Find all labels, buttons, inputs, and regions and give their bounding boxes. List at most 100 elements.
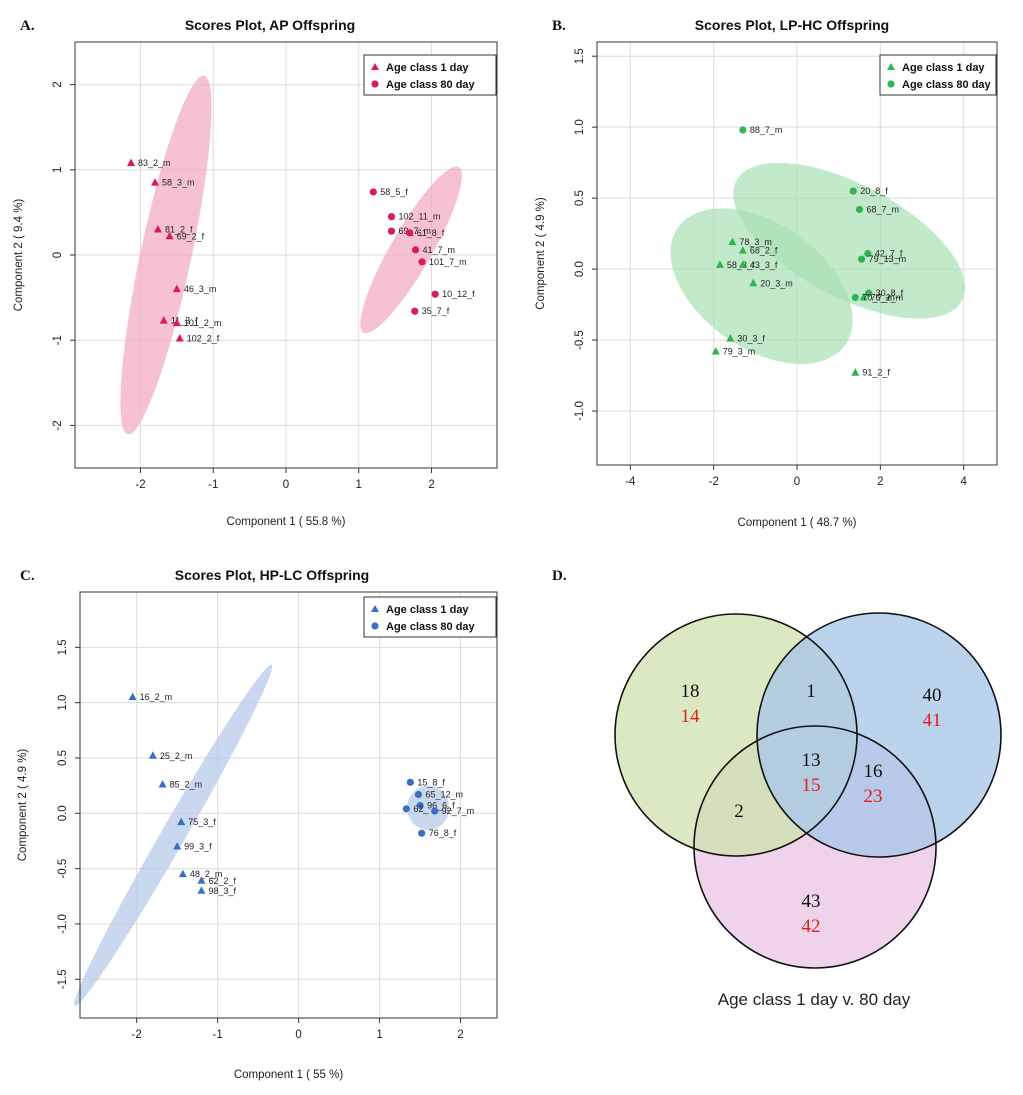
data-point-label: 20_8_f	[860, 186, 888, 196]
y-tick-label: -1.0	[57, 914, 69, 934]
data-point-circle	[739, 126, 747, 134]
data-point-label: 102_2_f	[187, 333, 220, 343]
data-point-label: 83_2_m	[138, 158, 171, 168]
data-point-triangle	[859, 293, 868, 301]
data-point-circle	[849, 187, 857, 195]
legend-triangle-icon	[887, 63, 895, 70]
confidence-ellipse	[120, 75, 212, 435]
data-point-triangle	[851, 368, 860, 376]
y-tick-label: 1.0	[574, 119, 586, 135]
venn-count-red-blue-pink: 23	[864, 786, 883, 807]
data-point-triangle	[726, 334, 735, 342]
data-point-label: 102_11_m	[399, 212, 441, 222]
data-point-label: 98_3_f	[208, 886, 236, 896]
confidence-ellipse	[74, 664, 273, 1007]
x-axis-label: Component 1 ( 55.8 %)	[227, 516, 346, 528]
data-point-label: 76_8_f	[429, 828, 457, 838]
data-point-triangle	[728, 237, 737, 246]
venn-count-red-pink-only: 42	[802, 916, 821, 937]
x-tick-label: -2	[132, 1029, 142, 1041]
legend-circle-icon	[371, 622, 379, 630]
data-point-triangle	[127, 158, 136, 166]
plot-title: Scores Plot, AP Offspring	[185, 17, 355, 33]
scores-plot-panel: B. Scores Plot, LP-HC Offspring -4 -2 0 2 4 -1.…	[535, 17, 998, 529]
x-tick-label: 0	[283, 479, 289, 491]
venn-count-blue-only: 40	[923, 685, 942, 706]
y-tick-label: 0.5	[574, 190, 586, 206]
y-tick-label: 0	[52, 252, 64, 258]
x-tick-label: 2	[457, 1029, 463, 1041]
data-point-label: 16_2_m	[140, 692, 173, 702]
y-tick-label: -2	[52, 420, 64, 430]
venn-count-red-blue-only: 41	[923, 710, 942, 731]
x-tick-label: -2	[709, 476, 719, 488]
y-tick-label: 1.5	[574, 48, 586, 64]
venn-count-red-green-only: 14	[681, 706, 701, 727]
data-point-triangle	[197, 876, 206, 884]
data-point-triangle	[197, 886, 206, 894]
data-point-label: 78_3_m	[739, 237, 772, 247]
y-tick-label: -0.5	[57, 859, 69, 879]
y-tick-label: 0.0	[574, 261, 586, 277]
data-point-label: 43_3_f	[750, 260, 778, 270]
legend-circle-icon	[371, 80, 379, 88]
data-point-label: 30_8_f	[876, 288, 904, 298]
venn-count-pink-only: 43	[802, 891, 821, 912]
data-point-label: 69_7_m	[399, 226, 432, 236]
y-tick-label: 1.0	[57, 695, 69, 711]
venn-diagram: D. 18 14 1 40 41 13 15 2 16 23 43 42 Age class 1 day …	[552, 568, 1002, 1009]
data-point-triangle	[158, 780, 167, 788]
data-point-label: 65_12_m	[425, 789, 463, 799]
data-point-label: 20_3_m	[760, 278, 793, 288]
data-point-label: 58_5_f	[380, 187, 408, 197]
x-tick-label: -4	[625, 476, 636, 488]
x-tick-label: -1	[213, 1029, 223, 1041]
data-point-circle	[369, 188, 377, 196]
data-point-circle	[402, 805, 410, 813]
panel-letter: B.	[552, 18, 566, 34]
data-point-triangle	[749, 278, 758, 287]
legend-entry-80-day: Age class 80 day	[386, 621, 476, 633]
data-point-label: 96_6_f	[427, 801, 455, 811]
panel-letter: D.	[552, 568, 567, 584]
data-point-triangle	[715, 260, 724, 268]
data-point-circle	[418, 829, 426, 837]
legend-entry-80-day: Age class 80 day	[386, 79, 476, 91]
data-point-label: 68_2_f	[750, 246, 778, 256]
data-point-label: 11_3_f	[171, 316, 198, 326]
data-point-label: 76_2_m	[871, 293, 904, 303]
data-point-label: 69_2_f	[177, 231, 205, 241]
data-point-label: 61_8_f	[417, 228, 445, 238]
data-point-label: 62_	[413, 804, 429, 814]
data-point-label: 15_8_f	[417, 777, 445, 787]
data-point-label: 42_7_f	[875, 249, 903, 259]
data-point-label: 88_7_m	[750, 125, 783, 135]
y-tick-label: -1.0	[574, 401, 586, 421]
data-point-circle	[406, 778, 414, 786]
y-tick-label: 2	[52, 81, 64, 87]
x-tick-label: 1	[376, 1029, 382, 1041]
x-tick-label: 0	[794, 476, 800, 488]
y-tick-label: 1.5	[57, 639, 69, 655]
venn-count-green-pink: 2	[734, 801, 744, 822]
y-tick-label: -1.5	[57, 969, 69, 989]
data-point-triangle	[711, 346, 720, 355]
data-point-label: 79_3_m	[723, 346, 756, 356]
x-tick-label: -1	[208, 479, 218, 491]
data-point-triangle	[172, 318, 181, 327]
legend-entry-80-day: Age class 80 day	[902, 79, 992, 91]
y-tick-label: 1	[52, 167, 64, 173]
venn-count-red-center: 15	[802, 775, 821, 796]
plot-frame	[79, 591, 498, 1019]
venn-circle-blue	[757, 613, 1001, 857]
x-tick-label: 0	[295, 1029, 301, 1041]
venn-count-blue-pink: 16	[864, 761, 883, 782]
data-point-label: 70_7_m	[862, 293, 895, 303]
x-tick-label: 4	[960, 476, 967, 488]
y-axis-label: Component 2 ( 9.4 %)	[13, 199, 25, 312]
y-tick-label: 0.0	[57, 805, 69, 821]
legend-circle-icon	[887, 80, 895, 88]
data-point-label: 91_2_f	[862, 368, 890, 378]
venn-circle-green-outline	[614, 613, 858, 857]
